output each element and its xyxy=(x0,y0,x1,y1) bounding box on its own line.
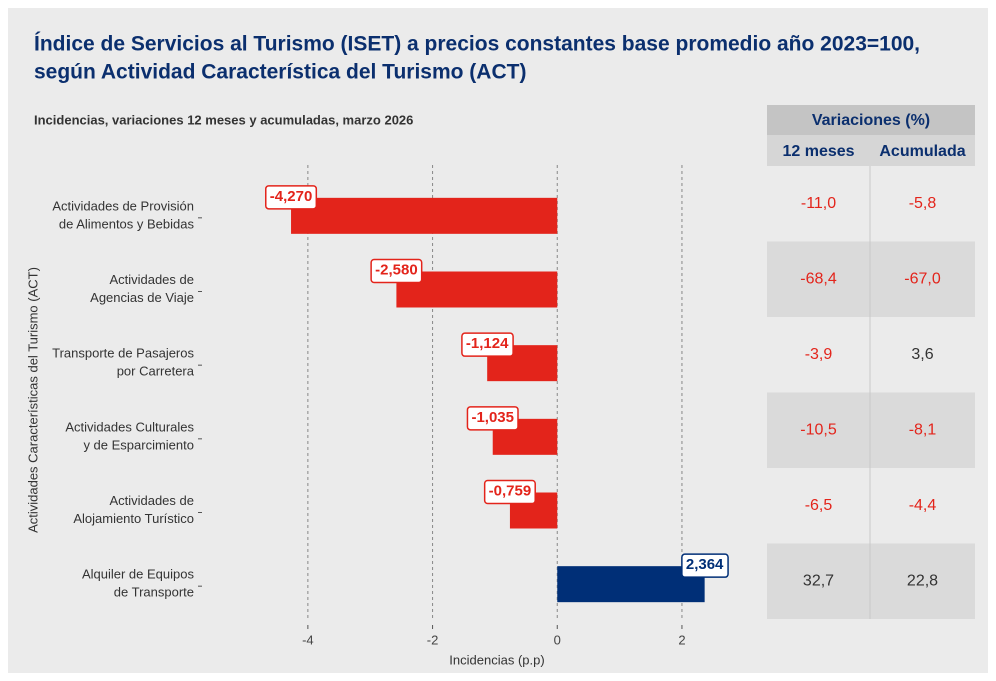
data-label-box xyxy=(370,258,423,284)
data-label-box xyxy=(265,185,318,210)
y-tick-label: de Transporte xyxy=(114,585,194,600)
table-cell: -8,1 xyxy=(909,421,937,438)
bar xyxy=(396,271,558,308)
x-axis-label: Incidencias (p.p) xyxy=(449,652,544,667)
data-label: 2,364 xyxy=(686,556,724,573)
y-tick-label: Transporte de Pasajeros xyxy=(52,346,194,361)
y-tick-label: Alojamiento Turístico xyxy=(73,511,194,526)
table-title: Variaciones (%) xyxy=(812,112,930,129)
x-tick-label: 2 xyxy=(678,632,685,647)
table-cell: -5,8 xyxy=(909,195,937,212)
data-label-box xyxy=(681,553,729,578)
table-column-header: Acumulada xyxy=(879,143,965,160)
table-cell: -10,5 xyxy=(800,421,837,438)
table-row-bg xyxy=(767,241,975,317)
table-cell: -3,9 xyxy=(805,346,833,363)
y-axis-label: Actividades Características del Turismo … xyxy=(25,267,40,533)
chart-title: Índice de Servicios al Turismo (ISET) a … xyxy=(34,33,920,56)
bar xyxy=(557,566,705,603)
data-label: -1,035 xyxy=(471,409,514,426)
table-cell: 32,7 xyxy=(803,572,834,589)
x-tick-label: 0 xyxy=(554,632,561,647)
table-row-bg xyxy=(767,392,975,468)
table-cell: 3,6 xyxy=(911,346,933,363)
data-label-box xyxy=(466,406,519,431)
chart-title: según Actividad Característica del Turis… xyxy=(34,61,526,84)
table-cell: -67,0 xyxy=(904,270,941,287)
subtitle: Incidencias, variaciones 12 meses y acum… xyxy=(34,112,413,127)
table-row-bg xyxy=(767,543,975,619)
table-cell: -6,5 xyxy=(805,497,833,514)
y-tick-label: de Alimentos y Bebidas xyxy=(59,216,195,231)
y-tick-label: Actividades Culturales xyxy=(65,419,194,434)
bar xyxy=(291,197,558,234)
x-tick-label: -2 xyxy=(427,632,439,647)
x-tick-label: -4 xyxy=(302,632,314,647)
table-cell: -68,4 xyxy=(800,270,837,287)
y-tick-label: Actividades de Provisión xyxy=(52,198,194,213)
table-header-bg xyxy=(767,135,975,166)
y-tick-label: Alquiler de Equipos xyxy=(82,567,195,582)
y-tick-label: Agencias de Viaje xyxy=(90,290,194,305)
data-label: -1,124 xyxy=(466,335,509,352)
table-cell: -4,4 xyxy=(909,497,937,514)
y-tick-label: y de Esparcimiento xyxy=(83,437,194,452)
data-label: -0,759 xyxy=(489,482,532,499)
data-label: -2,580 xyxy=(375,261,418,278)
y-tick-label: Actividades de xyxy=(109,493,194,508)
table-cell: -11,0 xyxy=(801,195,836,212)
y-tick-label: Actividades de xyxy=(109,272,194,287)
table-cell: 22,8 xyxy=(907,572,938,589)
y-tick-label: por Carretera xyxy=(117,364,195,379)
table-column-header: 12 meses xyxy=(782,143,854,160)
data-label-box xyxy=(461,332,514,357)
data-label-box xyxy=(483,479,536,505)
data-label: -4,270 xyxy=(270,188,313,205)
